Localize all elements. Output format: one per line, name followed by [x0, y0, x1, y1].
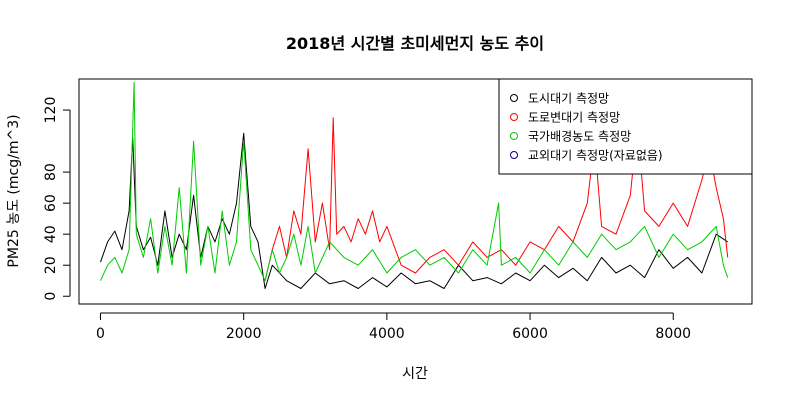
y-tick-label: 40: [43, 225, 59, 243]
x-tick-label: 8000: [655, 326, 691, 342]
plot-frame: [78, 78, 753, 305]
x-axis-label: 시간: [402, 366, 428, 382]
x-axis: 0 2000 4000 6000 8000: [96, 312, 691, 342]
legend-box: [498, 78, 753, 175]
series-line-1: [264, 117, 729, 281]
x-tick-label: 4000: [369, 326, 405, 342]
y-tick-label: 0: [43, 292, 59, 301]
series-line-0: [100, 132, 728, 289]
legend-marker-0: [510, 94, 518, 102]
y-tick-label: 80: [43, 163, 59, 181]
y-tick-label: 20: [43, 256, 59, 274]
legend-label-1: 도로변대기 측정망: [528, 111, 620, 125]
y-tick-label: 60: [43, 194, 59, 212]
legend-marker-1: [510, 113, 518, 121]
x-tick-label: 0: [96, 326, 105, 342]
y-axis-label: PM25 농도 (mcg/m^3): [6, 114, 22, 267]
y-axis: 0 20 40 60 80 120: [43, 97, 71, 301]
legend-label-0: 도시대기 측정망: [528, 92, 609, 106]
series-line-2: [100, 81, 729, 282]
y-tick-label: 120: [43, 97, 59, 124]
legend-marker-3: [510, 151, 518, 159]
legend-label-3: 교외대기 측정망(자료없음): [528, 149, 663, 163]
chart-title: 2018년 시간별 초미세먼지 농도 추이: [286, 34, 544, 53]
legend-marker-2: [510, 132, 518, 140]
legend-label-2: 국가배경농도 측정망: [528, 130, 631, 144]
plot-area: [100, 81, 729, 289]
x-tick-label: 6000: [512, 326, 548, 342]
x-tick-label: 2000: [226, 326, 262, 342]
